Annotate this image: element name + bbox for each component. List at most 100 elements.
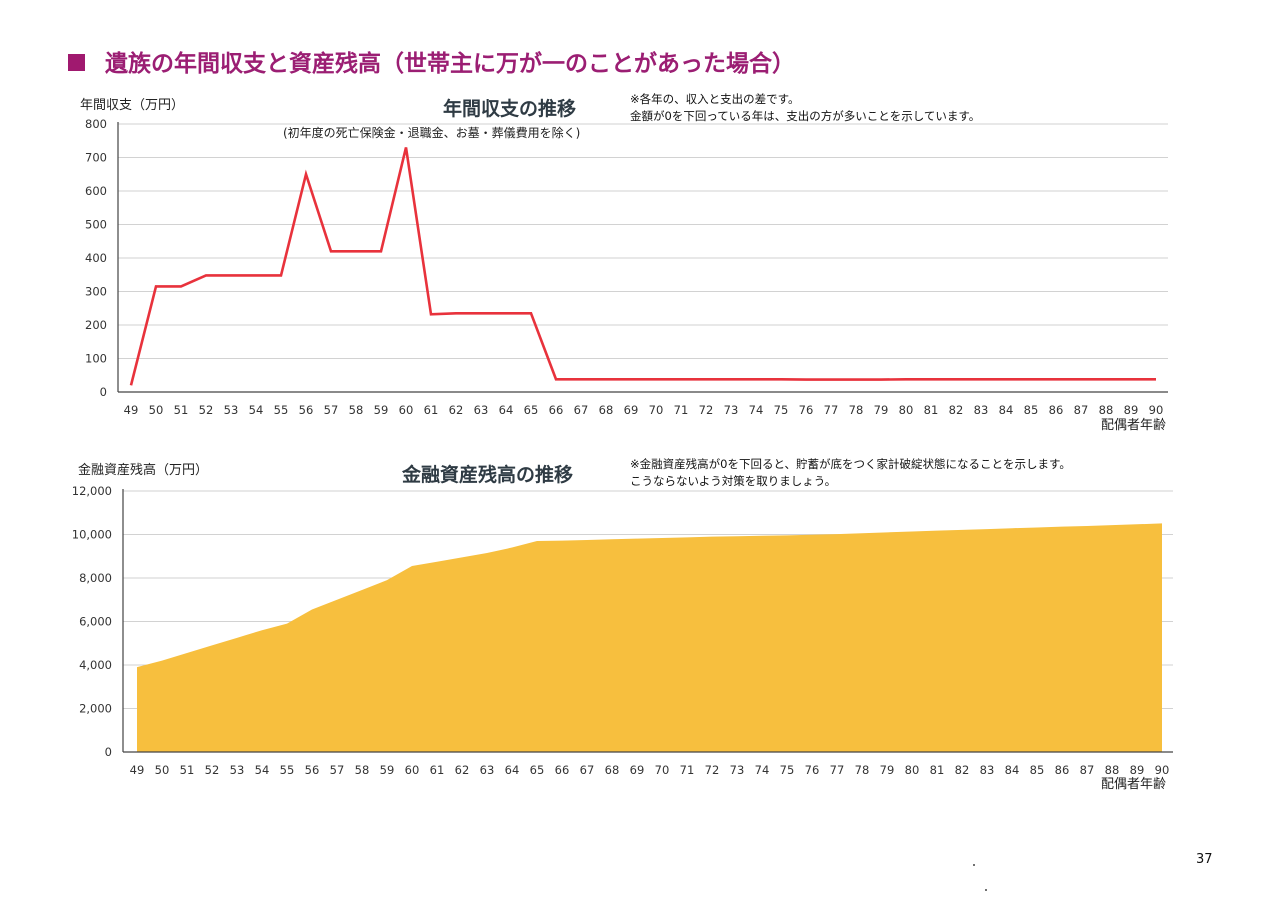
assets-area-series bbox=[137, 523, 1162, 752]
income-xtick-label: 63 bbox=[474, 403, 489, 417]
income-ytick-label: 300 bbox=[85, 285, 107, 299]
income-xtick-label: 59 bbox=[374, 403, 389, 417]
income-note-1: ※各年の、収入と支出の差です。 bbox=[630, 92, 800, 106]
assets-xtick-label: 82 bbox=[955, 763, 970, 777]
income-xtick-label: 83 bbox=[974, 403, 989, 417]
income-line-series bbox=[129, 147, 1156, 386]
assets-xtick-label: 66 bbox=[555, 763, 570, 777]
assets-xtick-label: 79 bbox=[880, 763, 895, 777]
page-heading: 遺族の年間収支と資産残高（世帯主に万が一のことがあった場合） bbox=[68, 44, 795, 78]
assets-xtick-label: 68 bbox=[605, 763, 620, 777]
assets-xtick-label: 65 bbox=[530, 763, 545, 777]
assets-xtick-label: 64 bbox=[505, 763, 520, 777]
scan-speck bbox=[973, 864, 975, 866]
income-xtick-label: 49 bbox=[124, 403, 139, 417]
income-xtick-label: 54 bbox=[249, 403, 264, 417]
income-xtick-label: 56 bbox=[299, 403, 314, 417]
income-ytick-label: 800 bbox=[85, 117, 107, 131]
income-xtick-label: 75 bbox=[774, 403, 789, 417]
scan-speck bbox=[985, 889, 987, 891]
assets-xtick-label: 71 bbox=[680, 763, 695, 777]
income-xtick-label: 78 bbox=[849, 403, 864, 417]
assets-note-2: こうならないよう対策を取りましょう。 bbox=[630, 474, 837, 488]
assets-xtick-label: 70 bbox=[655, 763, 670, 777]
income-xtick-label: 60 bbox=[399, 403, 414, 417]
income-note-2: 金額が0を下回っている年は、支出の方が多いことを示しています。 bbox=[630, 109, 981, 123]
assets-xaxis-title: 配偶者年齢 bbox=[1101, 777, 1167, 792]
income-xtick-label: 52 bbox=[199, 403, 214, 417]
income-ytick-label: 0 bbox=[100, 385, 107, 399]
assets-xtick-label: 50 bbox=[155, 763, 170, 777]
income-xtick-label: 70 bbox=[649, 403, 664, 417]
assets-xtick-label: 54 bbox=[255, 763, 270, 777]
assets-xtick-label: 85 bbox=[1030, 763, 1045, 777]
assets-ytick-label: 2,000 bbox=[79, 702, 112, 716]
assets-xtick-label: 52 bbox=[205, 763, 220, 777]
assets-xtick-label: 58 bbox=[355, 763, 370, 777]
income-ytick-label: 400 bbox=[85, 251, 107, 265]
assets-xtick-label: 51 bbox=[180, 763, 195, 777]
income-xtick-label: 79 bbox=[874, 403, 889, 417]
heading-square-icon bbox=[68, 54, 85, 71]
income-ytick-label: 500 bbox=[85, 218, 107, 232]
income-xtick-label: 71 bbox=[674, 403, 689, 417]
assets-chart-title: 金融資産残高の推移 bbox=[402, 464, 574, 486]
assets-ytick-label: 10,000 bbox=[72, 528, 112, 542]
income-ytick-label: 700 bbox=[85, 151, 107, 165]
assets-xtick-label: 49 bbox=[130, 763, 145, 777]
income-xtick-label: 88 bbox=[1099, 403, 1114, 417]
income-xtick-label: 86 bbox=[1049, 403, 1064, 417]
assets-xtick-label: 76 bbox=[805, 763, 820, 777]
assets-xtick-label: 90 bbox=[1155, 763, 1170, 777]
income-xtick-label: 76 bbox=[799, 403, 814, 417]
income-xtick-label: 67 bbox=[574, 403, 589, 417]
income-line-chart: 0 100 200 300 400 500 600 700 800 49 50 51 52 53 54 55 5… bbox=[85, 117, 1168, 417]
assets-ytick-label: 6,000 bbox=[79, 615, 112, 629]
assets-xtick-label: 56 bbox=[305, 763, 320, 777]
assets-xtick-label: 69 bbox=[630, 763, 645, 777]
assets-ytick-label: 0 bbox=[105, 745, 112, 759]
income-xtick-label: 50 bbox=[149, 403, 164, 417]
assets-xtick-label: 59 bbox=[380, 763, 395, 777]
income-xtick-label: 65 bbox=[524, 403, 539, 417]
assets-xtick-label: 67 bbox=[580, 763, 595, 777]
assets-ytick-label: 4,000 bbox=[79, 658, 112, 672]
assets-xtick-label: 81 bbox=[930, 763, 945, 777]
page-number: 37 bbox=[1196, 852, 1213, 867]
assets-xtick-label: 57 bbox=[330, 763, 345, 777]
income-xtick-label: 80 bbox=[899, 403, 914, 417]
assets-xtick-label: 80 bbox=[905, 763, 920, 777]
income-xtick-label: 61 bbox=[424, 403, 439, 417]
income-xtick-label: 87 bbox=[1074, 403, 1089, 417]
assets-xtick-label: 75 bbox=[780, 763, 795, 777]
assets-xtick-label: 74 bbox=[755, 763, 770, 777]
income-xtick-label: 72 bbox=[699, 403, 714, 417]
income-xtick-label: 73 bbox=[724, 403, 739, 417]
assets-xtick-label: 60 bbox=[405, 763, 420, 777]
income-xtick-label: 81 bbox=[924, 403, 939, 417]
income-chart-subtitle: (初年度の死亡保険金・退職金、お墓・葬儀費用を除く) bbox=[283, 126, 581, 140]
income-xaxis-title: 配偶者年齢 bbox=[1101, 418, 1167, 433]
income-ylabel: 年間収支（万円） bbox=[80, 98, 185, 113]
income-xtick-label: 85 bbox=[1024, 403, 1039, 417]
income-xtick-label: 89 bbox=[1124, 403, 1139, 417]
income-xtick-label: 77 bbox=[824, 403, 839, 417]
assets-xtick-label: 87 bbox=[1080, 763, 1095, 777]
assets-ytick-label: 12,000 bbox=[72, 484, 112, 498]
assets-xtick-label: 86 bbox=[1055, 763, 1070, 777]
income-xtick-label: 58 bbox=[349, 403, 364, 417]
income-ytick-label: 600 bbox=[85, 184, 107, 198]
assets-note-1: ※金融資産残高が0を下回ると、貯蓄が底をつく家計破綻状態になることを示します。 bbox=[630, 457, 1071, 471]
assets-xtick-label: 84 bbox=[1005, 763, 1020, 777]
income-xtick-label: 69 bbox=[624, 403, 639, 417]
income-xtick-label: 84 bbox=[999, 403, 1014, 417]
income-xtick-label: 74 bbox=[749, 403, 764, 417]
income-xtick-label: 55 bbox=[274, 403, 289, 417]
income-xtick-label: 51 bbox=[174, 403, 189, 417]
income-xtick-label: 66 bbox=[549, 403, 564, 417]
income-xtick-label: 62 bbox=[449, 403, 464, 417]
income-ytick-label: 200 bbox=[85, 318, 107, 332]
assets-xtick-label: 83 bbox=[980, 763, 995, 777]
income-xtick-label: 57 bbox=[324, 403, 339, 417]
